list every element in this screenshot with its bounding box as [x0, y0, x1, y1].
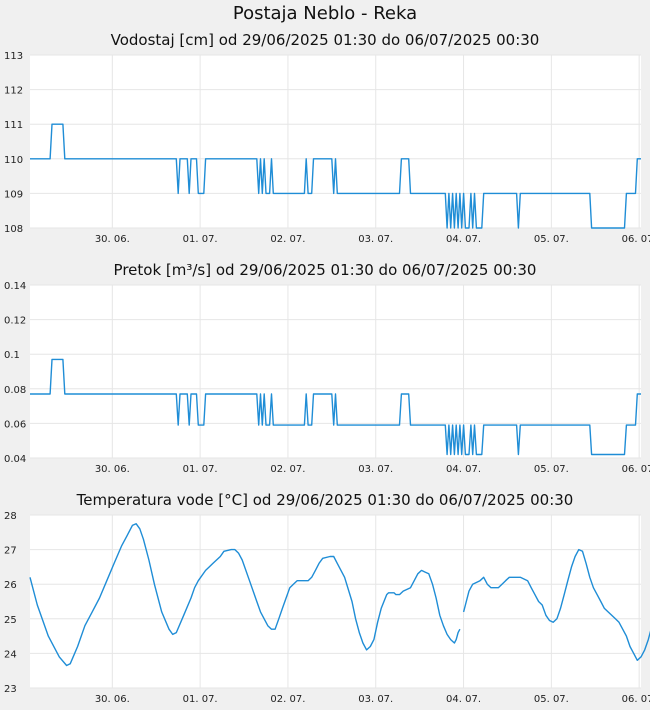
- vodostaj-y-tick-label: 108: [4, 224, 23, 235]
- pretok-y-tick-label: 0.12: [4, 316, 26, 327]
- pretok-x-tick-label: 06. 07.: [622, 464, 650, 475]
- temperatura-x-tick-label: 03. 07.: [358, 694, 393, 705]
- temperatura-y-tick-label: 25: [4, 615, 17, 626]
- vodostaj-y-tick-label: 109: [4, 189, 23, 200]
- vodostaj-x-tick-label: 06. 07.: [622, 234, 650, 245]
- pretok-x-tick-label: 03. 07.: [358, 464, 393, 475]
- chart-title-temperatura: Temperatura vode [°C] od 29/06/2025 01:3…: [76, 491, 574, 509]
- pretok-x-tick-label: 01. 07.: [183, 464, 218, 475]
- pretok-y-tick-label: 0.06: [4, 419, 26, 430]
- pretok-x-tick-label: 30. 06.: [95, 464, 130, 475]
- vodostaj-x-tick-label: 01. 07.: [183, 234, 218, 245]
- temperatura-y-tick-label: 23: [4, 684, 17, 695]
- temperatura-chart: 23 24 25 26 27 28 30. 06. 01. 07. 02. 07. 03. 07.…: [4, 511, 650, 705]
- temperatura-series-line: [462, 548, 650, 661]
- temperatura-x-tick-label: 01. 07.: [183, 694, 218, 705]
- pretok-y-tick-label: 0.14: [4, 281, 26, 292]
- vodostaj-x-tick-label: 03. 07.: [358, 234, 393, 245]
- vodostaj-y-tick-label: 110: [4, 155, 23, 166]
- vodostaj-chart: 108 109 110 111 112 113 30. 06. 01. 07. 02. 07. 0…: [4, 51, 650, 245]
- pretok-x-tick-label: 05. 07.: [534, 464, 569, 475]
- vodostaj-y-tick-label: 112: [4, 86, 23, 97]
- page-title: Postaja Neblo - Reka: [232, 3, 418, 24]
- vodostaj-y-tick-label: 113: [4, 51, 23, 62]
- pretok-x-tick-label: 04. 07.: [446, 464, 481, 475]
- chart-title-pretok: Pretok [m³/s] od 29/06/2025 01:30 do 06/…: [113, 261, 537, 279]
- temperatura-series-line: [29, 523, 461, 667]
- temperatura-y-tick-label: 24: [4, 649, 17, 660]
- pretok-y-tick-label: 0.04: [4, 454, 26, 465]
- pretok-plot-area: [30, 285, 641, 458]
- temperatura-x-tick-label: 02. 07.: [270, 694, 305, 705]
- vodostaj-x-tick-label: 30. 06.: [95, 234, 130, 245]
- pretok-chart: 0.04 0.06 0.08 0.1 0.12 0.14 30. 06. 01. 07. 02.…: [4, 281, 650, 475]
- pretok-y-tick-label: 0.1: [4, 350, 20, 361]
- temperatura-x-tick-label: 06. 07.: [622, 694, 650, 705]
- vodostaj-x-tick-label: 02. 07.: [270, 234, 305, 245]
- temperatura-y-tick-label: 28: [4, 511, 17, 522]
- vodostaj-x-tick-label: 05. 07.: [534, 234, 569, 245]
- vodostaj-series-line: [30, 123, 641, 229]
- temperatura-plot-area: [30, 515, 641, 688]
- pretok-x-tick-label: 02. 07.: [270, 464, 305, 475]
- temperatura-x-tick-label: 04. 07.: [446, 694, 481, 705]
- temperatura-x-tick-label: 30. 06.: [95, 694, 130, 705]
- vodostaj-y-tick-label: 111: [4, 120, 23, 131]
- vodostaj-plot-area: [30, 55, 641, 228]
- temperatura-y-tick-label: 26: [4, 580, 17, 591]
- chart-title-vodostaj: Vodostaj [cm] od 29/06/2025 01:30 do 06/…: [110, 31, 540, 49]
- pretok-y-tick-label: 0.08: [4, 385, 26, 396]
- temperatura-x-tick-label: 05. 07.: [534, 694, 569, 705]
- temperatura-y-tick-label: 27: [4, 546, 17, 557]
- vodostaj-x-tick-label: 04. 07.: [446, 234, 481, 245]
- pretok-series-line: [30, 358, 641, 456]
